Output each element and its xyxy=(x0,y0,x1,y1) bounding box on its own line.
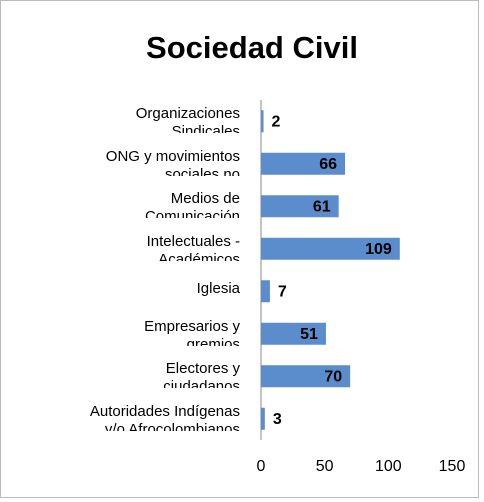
x-tick-label: 150 xyxy=(439,458,466,475)
bar xyxy=(261,110,264,133)
data-label: 61 xyxy=(313,198,331,215)
bar xyxy=(261,195,339,218)
y-tick-label: Empresarios y gremios xyxy=(144,317,240,346)
bar xyxy=(261,365,351,388)
y-tick-label: Iglesia xyxy=(196,280,240,298)
bar xyxy=(261,407,265,430)
data-label: 7 xyxy=(278,283,287,300)
bar xyxy=(261,152,346,175)
data-label: 109 xyxy=(365,241,392,258)
bar xyxy=(261,280,270,303)
y-tick-label: Electores y ciudadanos xyxy=(163,360,240,389)
data-label: 51 xyxy=(300,326,318,343)
y-tick-label: Medios de Comunicación xyxy=(144,190,240,219)
category-label-box: ONG y movimientos sociales no xyxy=(105,147,240,176)
category-label-box: Iglesia xyxy=(196,280,240,298)
category-label-box: Electores y ciudadanos xyxy=(163,360,240,389)
chart-title: Sociedad Civil xyxy=(146,30,358,65)
x-tick-label: 0 xyxy=(257,458,266,475)
category-label-box: Autoridades Indígenas y/o Afrocolombiano… xyxy=(89,402,240,431)
data-label: 66 xyxy=(319,156,337,173)
bar xyxy=(261,322,326,345)
x-tick-label: 50 xyxy=(316,458,334,475)
category-label-box: Medios de Comunicación xyxy=(144,190,240,219)
y-tick-label: Autoridades Indígenas y/o Afrocolombiano… xyxy=(89,402,240,431)
data-label: 70 xyxy=(324,368,342,385)
data-label: 3 xyxy=(273,411,282,428)
bar xyxy=(261,237,400,260)
y-tick-label: ONG y movimientos sociales no xyxy=(105,147,240,176)
category-label-box: Organizaciones Sindicales xyxy=(135,105,240,134)
category-label-box: Intelectuales - Académicos xyxy=(146,232,240,261)
y-tick-label: Organizaciones Sindicales xyxy=(135,105,240,134)
y-tick-label: Intelectuales - Académicos xyxy=(146,232,240,261)
x-tick-label: 100 xyxy=(375,458,402,475)
category-label-box: Empresarios y gremios xyxy=(144,317,240,346)
data-label: 2 xyxy=(272,113,281,130)
